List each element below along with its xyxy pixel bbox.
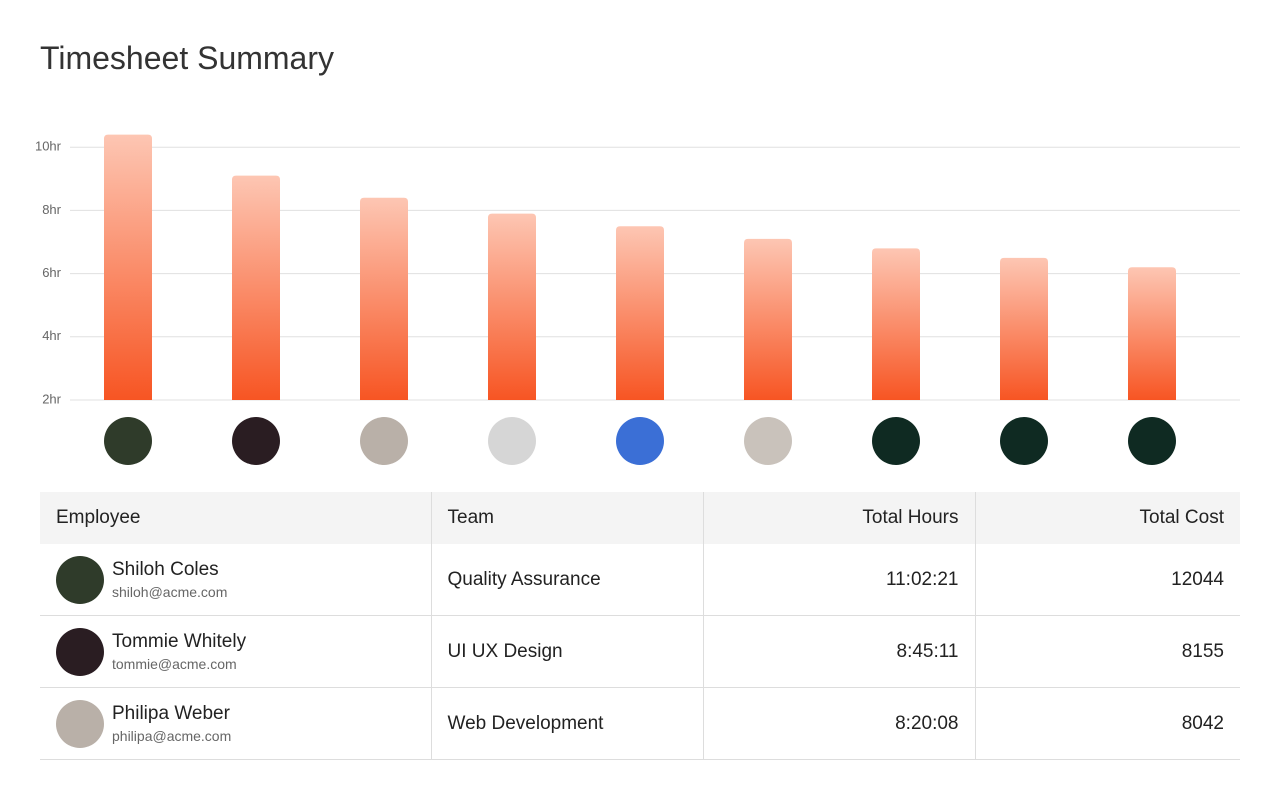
header-row: Employee Team Total Hours Total Cost — [40, 492, 1240, 544]
avatar — [744, 417, 792, 465]
avatar — [360, 417, 408, 465]
bar — [1000, 257, 1048, 400]
avatar — [104, 417, 152, 465]
hours-cell: 11:02:21 — [703, 544, 976, 616]
bar — [104, 134, 152, 400]
employee-email: shiloh@acme.com — [112, 584, 228, 600]
bar — [488, 213, 536, 400]
team-cell: UI UX Design — [431, 615, 704, 688]
employee-email: tommie@acme.com — [112, 656, 237, 672]
bar — [616, 226, 664, 400]
avatar — [232, 417, 280, 465]
column-header: Team — [431, 492, 704, 544]
page-title: Timesheet Summary — [40, 40, 334, 76]
employee: Philipa Weber philipa@acme.com — [56, 699, 415, 748]
y-tick-label: 10hr — [35, 139, 62, 154]
employee-info: Philipa Weber philipa@acme.com — [112, 703, 231, 744]
employee-name: Tommie Whitely — [112, 631, 247, 652]
team-cell: Quality Assurance — [431, 544, 704, 616]
cost-cell: 12044 — [975, 544, 1240, 616]
column-header: Employee — [40, 492, 432, 544]
avatar — [616, 417, 664, 465]
employee-info: Tommie Whitely tommie@acme.com — [112, 631, 246, 672]
avatar — [56, 627, 104, 676]
hours-cell: 8:45:11 — [703, 615, 976, 688]
bar — [872, 248, 920, 400]
y-tick-label: 8hr — [42, 202, 61, 217]
chart: 2hr 4hr 6hr 8hr 10hr — [35, 134, 1240, 465]
column-header: Total Cost — [975, 492, 1240, 544]
timesheet-table: Employee Team Total Hours Total Cost Shiloh… — [40, 492, 1240, 760]
employee-info: Shiloh Coles shiloh@acme.com — [112, 559, 227, 600]
team-cell: Web Development — [431, 687, 704, 760]
table-row: Shiloh Coles shiloh@acme.com Quality Assur… — [40, 544, 1240, 616]
y-tick-label: 6hr — [42, 265, 61, 280]
hours-cell: 8:20:08 — [703, 687, 976, 760]
avatar — [488, 417, 536, 465]
table-row: Tommie Whitely tommie@acme.com UI UX Desig… — [40, 615, 1240, 688]
employee-name: Shiloh Coles — [112, 559, 219, 580]
avatar — [872, 417, 920, 465]
bar — [232, 175, 280, 400]
employee: Shiloh Coles shiloh@acme.com — [56, 555, 415, 604]
cost-cell: 8042 — [975, 687, 1240, 760]
avatar — [1128, 417, 1176, 465]
bar — [1128, 267, 1176, 400]
employee-email: philipa@acme.com — [112, 728, 232, 744]
employee-cell: Shiloh Coles shiloh@acme.com — [40, 544, 432, 616]
bar — [744, 238, 792, 400]
table-row: Philipa Weber philipa@acme.com Web Develop… — [40, 687, 1240, 760]
avatar — [56, 699, 104, 748]
avatar — [56, 555, 104, 604]
employee-name: Philipa Weber — [112, 703, 230, 724]
avatar — [1000, 417, 1048, 465]
cost-cell: 8155 — [975, 615, 1240, 688]
bar — [360, 197, 408, 400]
y-tick-label: 2hr — [42, 391, 61, 406]
employee-cell: Philipa Weber philipa@acme.com — [40, 687, 432, 760]
column-header: Total Hours — [703, 492, 976, 544]
employee-cell: Tommie Whitely tommie@acme.com — [40, 615, 432, 688]
y-tick-label: 4hr — [42, 328, 61, 343]
employee: Tommie Whitely tommie@acme.com — [56, 627, 415, 676]
